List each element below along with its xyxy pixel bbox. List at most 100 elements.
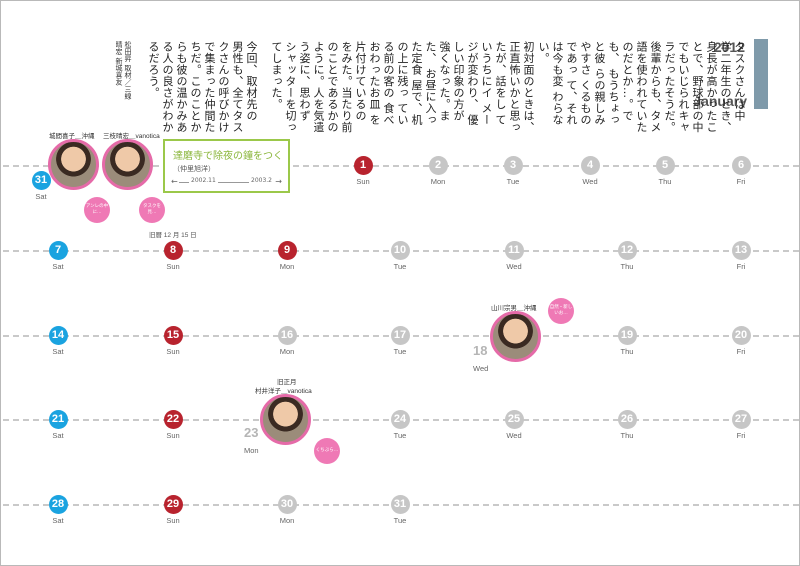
day-number: 6: [731, 156, 751, 175]
story-line: 後輩からも、タメ: [649, 41, 662, 133]
week-line: [3, 165, 799, 167]
day-number: 27: [731, 410, 751, 429]
story-line: 学二年生のとき、: [719, 41, 732, 133]
weekday-label: Fri: [736, 431, 746, 440]
day-number: 3: [503, 156, 523, 175]
day-cell[interactable]: 15 Sun: [153, 326, 193, 356]
day-number: 14: [48, 326, 68, 345]
speech-bubble: タスクを見…: [139, 197, 165, 223]
day-cell[interactable]: 4 Wed: [570, 156, 610, 186]
lunar-note: 旧暦 12 月 15 日: [149, 232, 197, 239]
day-cell[interactable]: 20 Fri: [721, 326, 761, 356]
weekday-label: Sat: [52, 262, 64, 271]
photo-caption: 三枝晴宏＿vanotica: [103, 133, 160, 140]
day-cell[interactable]: 10 Tue: [380, 241, 420, 271]
story-line: で集まった仲間た: [203, 41, 216, 133]
portrait-photo: [260, 394, 311, 445]
day-cell[interactable]: 1 Sun: [343, 156, 383, 186]
story-line: ラだったそうだ。: [663, 41, 676, 133]
story-line: 今回、取材先の: [245, 41, 258, 122]
arrow-right-icon: →: [275, 177, 282, 186]
weekday-label: Thu: [658, 177, 672, 186]
story-line: タスクさんは中: [733, 41, 746, 122]
event-box[interactable]: 達磨寺で除夜の鐘をつく （仲里旭洋） ← 2002.11 2003.2 →: [163, 139, 290, 193]
day-cell[interactable]: 5 Thu: [645, 156, 685, 186]
day-cell[interactable]: 16 Mon: [267, 326, 307, 356]
day-cell[interactable]: 31 Tue: [380, 495, 420, 525]
weekday-label: Tue: [393, 431, 407, 440]
day-number: 20: [731, 326, 751, 345]
story-line: 語を使われていた: [635, 41, 648, 133]
story-line: う姿に、思わず: [298, 41, 311, 122]
story-line: 屋で、机の上に残っ: [396, 41, 423, 126]
day-number: 1: [353, 156, 373, 175]
day-cell[interactable]: 29 Sun: [153, 495, 193, 525]
day-cell[interactable]: 26 Thu: [607, 410, 647, 440]
day-number: 2: [428, 156, 448, 175]
weekday-label: Tue: [506, 177, 520, 186]
lunar-caption: 旧正月: [277, 379, 297, 386]
day-cell[interactable]: 22 Sun: [153, 410, 193, 440]
credit-line: 松田昇: [124, 41, 132, 62]
weekday-label: Mon: [279, 347, 295, 356]
weekday-label: Sun: [166, 516, 180, 525]
day-cell[interactable]: 3 Tue: [493, 156, 533, 186]
day-cell[interactable]: 6 Fri: [721, 156, 761, 186]
day-number: 26: [617, 410, 637, 429]
day-cell[interactable]: 24 Tue: [380, 410, 420, 440]
weekday-label: Sat: [52, 347, 64, 356]
day-cell[interactable]: 31 Sat: [21, 171, 61, 201]
day-cell[interactable]: 17 Tue: [380, 326, 420, 356]
story-column-1: タスクさんは中 学二年生のとき、 身長が高かったこ とで、野球部の中 でもいじら…: [536, 41, 746, 133]
day-cell[interactable]: 8 Sun: [153, 241, 193, 271]
story-line: をみた。当たり前: [340, 41, 353, 133]
story-line: てしまった。: [270, 41, 283, 110]
day-cell[interactable]: 9 Mon: [267, 241, 307, 271]
day-cell[interactable]: 7 Sat: [38, 241, 78, 271]
story-line: ている前の客の: [382, 41, 409, 126]
day-cell[interactable]: 27 Fri: [721, 410, 761, 440]
portrait-photo: [490, 311, 541, 362]
day-number: 30: [277, 495, 297, 514]
day-cell[interactable]: 30 Mon: [267, 495, 307, 525]
weekday-label: Thu: [620, 347, 634, 356]
story-line: 初対面のときは、: [522, 41, 535, 133]
weekday-label: Wed: [582, 177, 598, 186]
story-line: お昼に入った定食: [410, 41, 437, 126]
day-number: 21: [48, 410, 68, 429]
story-line: て、それは今も変: [551, 41, 578, 126]
day-number: 16: [277, 326, 297, 345]
day-cell[interactable]: 25 Wed: [494, 410, 534, 440]
weekday-label: Mon: [244, 446, 259, 455]
weekday-label: Fri: [736, 347, 746, 356]
story-line: ように。人を気遣: [312, 41, 325, 133]
story-line: 食べおわったお皿: [368, 41, 395, 126]
story-line: ちだ。このことか: [189, 41, 202, 133]
event-start: 2002.11: [189, 177, 218, 184]
year-label: 2012: [713, 39, 745, 55]
day-cell[interactable]: 13 Fri: [721, 241, 761, 271]
story-line: クさんの呼びかけ: [217, 41, 230, 133]
weekday-label: Sat: [52, 516, 64, 525]
weekday-label: Tue: [393, 516, 407, 525]
weekday-label: Mon: [430, 177, 446, 186]
day-cell[interactable]: 14 Sat: [38, 326, 78, 356]
weekday-label: Thu: [620, 431, 634, 440]
day-cell[interactable]: 11 Wed: [494, 241, 534, 271]
story-line: とで、野球部の中: [691, 41, 704, 133]
photo-caption: 山川宗男＿沖縄: [491, 305, 537, 312]
day-cell[interactable]: 2 Mon: [418, 156, 458, 186]
day-cell[interactable]: 21 Sat: [38, 410, 78, 440]
story-line: 強くなった。また、: [424, 41, 451, 122]
credit-line: 取材／三線晴宏: [115, 41, 132, 100]
day-cell[interactable]: 28 Sat: [38, 495, 78, 525]
speech-bubble: くちぶら…: [314, 438, 340, 464]
day-number: 10: [390, 241, 410, 260]
day-cell[interactable]: 12 Thu: [607, 241, 647, 271]
weekday-label: Thu: [620, 262, 634, 271]
event-period: ← 2002.11 2003.2 →: [171, 177, 282, 187]
day-number: 19: [617, 326, 637, 345]
day-cell[interactable]: 19 Thu: [607, 326, 647, 356]
accent-bar: [754, 39, 768, 109]
